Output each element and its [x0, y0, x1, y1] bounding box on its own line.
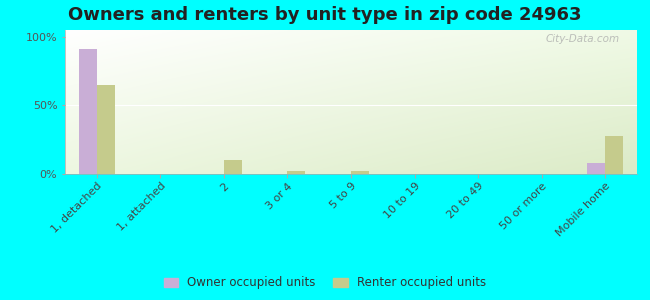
Text: City-Data.com: City-Data.com — [546, 34, 620, 44]
Bar — [224, 160, 242, 174]
Bar — [588, 163, 605, 174]
Bar — [287, 171, 306, 174]
Bar — [351, 171, 369, 174]
Legend: Owner occupied units, Renter occupied units: Owner occupied units, Renter occupied un… — [159, 272, 491, 294]
Bar — [97, 85, 114, 174]
Text: Owners and renters by unit type in zip code 24963: Owners and renters by unit type in zip c… — [68, 6, 582, 24]
Bar — [605, 136, 623, 174]
Bar — [79, 49, 97, 174]
